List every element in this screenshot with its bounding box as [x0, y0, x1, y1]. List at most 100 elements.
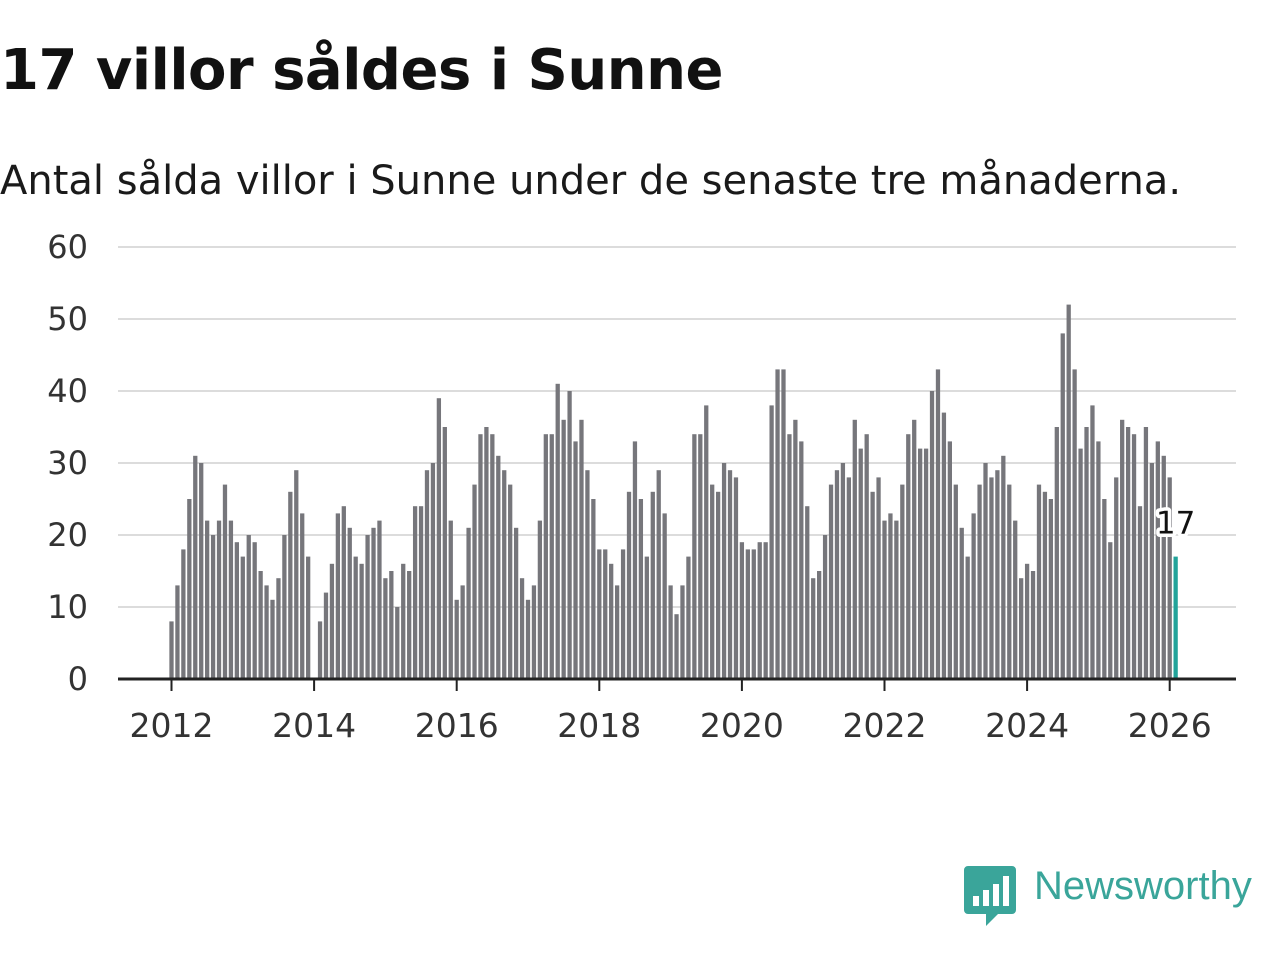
bar: [454, 599, 459, 679]
bar: [1001, 455, 1006, 679]
bar: [632, 441, 638, 679]
bar: [1013, 520, 1018, 679]
bar: [680, 585, 685, 679]
bar: [502, 470, 507, 679]
bar: [817, 571, 822, 679]
bar: [252, 542, 257, 679]
bar: [834, 470, 840, 679]
bar: [484, 427, 489, 679]
bar: [1155, 441, 1160, 679]
bar: [371, 527, 376, 679]
bar: [1143, 427, 1149, 679]
bar: [210, 535, 216, 679]
bar: [745, 549, 750, 679]
bar: [614, 585, 620, 679]
bar: [597, 549, 602, 679]
bar: [757, 542, 762, 679]
bar: [205, 520, 210, 679]
bar: [448, 520, 453, 679]
bar: [1078, 448, 1083, 679]
bar: [187, 499, 192, 679]
bar: [294, 470, 299, 679]
y-tick-label: 20: [47, 516, 88, 554]
bar: [537, 520, 543, 679]
bar: [1096, 441, 1101, 679]
bar: [775, 369, 780, 679]
x-tick-label: 2016: [415, 706, 499, 745]
bar: [531, 585, 537, 679]
bar: [840, 463, 846, 679]
bar: [882, 520, 887, 679]
bar: [727, 470, 733, 679]
bar: [567, 391, 572, 679]
bar: [751, 549, 756, 679]
y-tick-label: 50: [47, 300, 88, 338]
x-tick-label: 2012: [130, 706, 214, 745]
bar: [496, 455, 501, 679]
bar: [1054, 427, 1059, 679]
bar: [418, 506, 424, 679]
bar: [846, 477, 851, 679]
bar: [199, 463, 204, 679]
bar: [579, 419, 584, 679]
bar: [888, 513, 893, 679]
bar: [585, 470, 590, 679]
bar: [300, 513, 305, 679]
bar: [1131, 434, 1137, 679]
chart-title: 17 villor såldes i Sunne: [0, 38, 723, 103]
x-tick-label: 2018: [557, 706, 641, 745]
bar: [395, 607, 400, 679]
bar: [692, 434, 697, 679]
bar: [894, 520, 899, 679]
bar: [965, 556, 970, 679]
bar: [258, 571, 263, 679]
bar: [1007, 484, 1012, 679]
bar: [543, 434, 548, 679]
bar: [549, 434, 554, 679]
bar: [1060, 333, 1065, 679]
bar: [870, 491, 875, 679]
bar: [828, 484, 834, 679]
bar: [276, 578, 281, 679]
x-tick-label: 2014: [272, 706, 356, 745]
bar: [193, 455, 198, 679]
bar: [674, 614, 679, 679]
bar: [424, 470, 430, 679]
bar: [876, 477, 881, 679]
bar: [1125, 427, 1131, 679]
bar: [763, 542, 768, 679]
bar: [769, 405, 774, 679]
bar: [935, 369, 941, 679]
bar: [389, 571, 394, 679]
bar: [591, 499, 596, 679]
bar: [377, 520, 382, 679]
bar: [490, 434, 495, 679]
bar: [900, 484, 905, 679]
bar: [430, 463, 436, 679]
bar: [181, 549, 186, 679]
bar: [1024, 563, 1030, 679]
bar: [1048, 499, 1054, 679]
bar: [721, 463, 727, 679]
bar: [918, 448, 923, 679]
bar: [638, 499, 644, 679]
bar: [323, 592, 329, 679]
bar: [959, 527, 964, 679]
bar: [805, 506, 810, 679]
bar: [175, 585, 180, 679]
bar: [989, 477, 994, 679]
bar: [620, 549, 626, 679]
bar: [715, 491, 721, 679]
bar-chart-bubble-icon: [964, 866, 1016, 926]
bar: [739, 542, 745, 679]
bar: [234, 542, 239, 679]
bar: [478, 434, 483, 679]
bar: [906, 434, 911, 679]
bar: [864, 434, 869, 679]
bar: [442, 427, 447, 679]
bar: [240, 556, 245, 679]
x-tick-label: 2024: [985, 706, 1069, 745]
bar: [1161, 455, 1166, 679]
bar: [1072, 369, 1077, 679]
